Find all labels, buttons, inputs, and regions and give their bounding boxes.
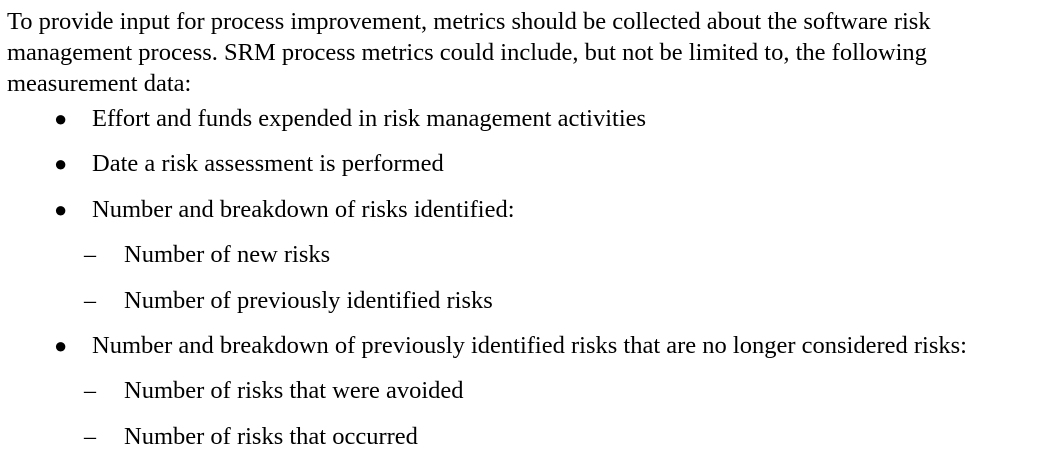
list-item: Effort and funds expended in risk manage… [92,105,647,132]
dash-icon: – [84,288,96,314]
intro-line: management process. SRM process metrics … [7,39,927,66]
list-item: Number and breakdown of risks identified… [92,196,515,223]
dash-icon: – [84,424,96,450]
bullet-icon: ● [54,106,68,131]
sub-list-item: Number of risks that were avoided [124,377,464,404]
sub-list-item: Number of risks that occurred [124,423,418,450]
bullet-icon: ● [54,333,68,358]
bullet-icon: ● [54,151,68,176]
sub-list-item: Number of previously identified risks [124,287,493,314]
intro-paragraph: To provide input for process improvement… [7,6,1037,99]
list-item: Number and breakdown of previously ident… [92,332,967,359]
intro-line: To provide input for process improvement… [7,8,931,35]
sub-list-item: Number of new risks [124,241,331,268]
dash-icon: – [84,242,96,268]
bullet-icon: ● [54,197,68,222]
dash-icon: – [84,378,96,404]
list-item: Date a risk assessment is performed [92,150,444,177]
intro-line: measurement data: [7,70,192,97]
